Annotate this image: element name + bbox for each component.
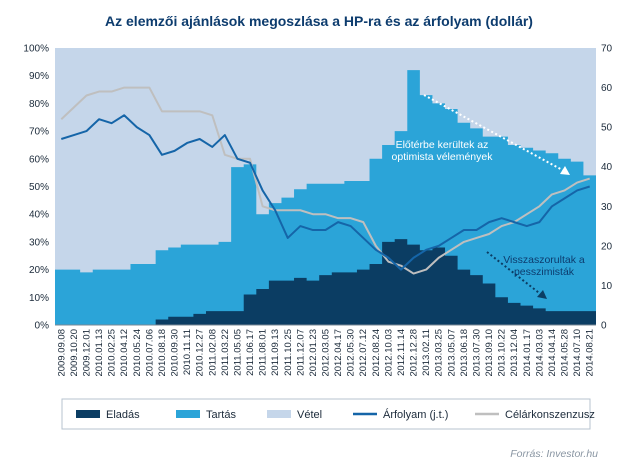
y-left-tick-label: 100% <box>23 44 49 55</box>
x-tick-label: 2012.07.12 <box>358 329 369 377</box>
x-tick-label: 2010.09.30 <box>170 329 181 377</box>
legend: Eladás Tartás Vétel Árfolyam (j.t.) Célárkon… <box>76 408 595 421</box>
annotation-pessimists-line1: Visszaszorultak a <box>503 254 585 266</box>
area-tartas <box>55 70 596 325</box>
y-left-tick-label: 30% <box>29 237 49 248</box>
y-right-tick-label: 40 <box>601 162 613 173</box>
x-tick-label: 2012.11.14 <box>396 329 407 376</box>
annotation-optimists-arrowhead <box>560 166 570 175</box>
y-left-tick-label: 80% <box>29 99 49 110</box>
area-eladas <box>55 239 596 325</box>
y-left-tick-label: 10% <box>29 293 49 304</box>
x-tick-label: 2010.08.18 <box>157 329 168 377</box>
x-tick-label: 2012.03.05 <box>321 329 332 377</box>
x-tick-label: 2010.01.13 <box>94 329 105 377</box>
x-tick-label: 2012.08.24 <box>371 329 382 377</box>
x-tick-label: 2011.09.13 <box>270 329 281 376</box>
x-tick-label: 2010.02.25 <box>107 329 118 377</box>
y-left-tick-label: 70% <box>29 127 49 138</box>
y-right-tick-label: 50 <box>601 123 613 134</box>
legend-label: Árfolyam (j.t.) <box>383 408 448 421</box>
line-celarkonszenzusz <box>60 86 591 275</box>
y-right-tick-label: 30 <box>601 202 613 213</box>
annotation-pessimists-arrow <box>486 251 544 297</box>
legend-label: Tartás <box>206 409 236 421</box>
x-tick-label: 2012.12.28 <box>409 329 420 377</box>
legend-box <box>61 398 591 430</box>
y-axis-left: 0% 10% 20% 30% 40% 50% 60% 70% 80% 90% 100% <box>23 44 49 332</box>
x-tick-label: 2013.05.07 <box>446 329 457 377</box>
y-left-tick-label: 40% <box>29 210 49 221</box>
y-right-tick-label: 70 <box>601 44 613 55</box>
x-tick-label: 2014.03.03 <box>534 329 545 377</box>
y-right-tick-label: 60 <box>601 83 613 94</box>
annotation-optimists-line1: Előtérbe kerültek az <box>396 139 489 151</box>
y-left-tick-label: 60% <box>29 154 49 165</box>
x-tick-label: 2011.02.08 <box>207 329 218 376</box>
y-left-tick-label: 0% <box>35 321 50 332</box>
x-tick-label: 2012.05.30 <box>346 329 357 377</box>
x-tick-label: 2013.09.10 <box>484 329 495 377</box>
annotation-optimists-line2: optimista vélemények <box>392 151 494 163</box>
x-tick-label: 2011.10.25 <box>283 329 294 376</box>
x-tick-label: 2010.04.12 <box>119 329 130 377</box>
x-tick-label: 2010.05.24 <box>132 329 143 377</box>
x-tick-label: 2011.08.01 <box>258 329 269 376</box>
legend-label: Eladás <box>106 409 140 421</box>
line-arfolyam <box>60 114 591 271</box>
x-tick-label: 2014.07.10 <box>572 329 583 377</box>
x-tick-label: 2013.07.30 <box>471 329 482 377</box>
y-right-tick-label: 20 <box>601 241 613 252</box>
y-axis-right: 0 10 20 30 40 50 60 70 <box>601 44 613 332</box>
x-tick-label: 2010.12.27 <box>195 329 206 377</box>
y-left-tick-label: 50% <box>29 182 49 193</box>
annotation-pessimists-arrowhead <box>537 290 547 299</box>
x-tick-label: 2013.03.25 <box>434 329 445 377</box>
x-tick-label: 2013.12.04 <box>509 329 520 377</box>
x-tick-label: 2013.10.22 <box>497 329 508 377</box>
x-tick-label: 2011.06.17 <box>245 329 256 376</box>
x-tick-label: 2012.10.03 <box>383 329 394 377</box>
legend-swatch <box>267 410 291 418</box>
x-tick-label: 2014.08.21 <box>585 329 596 377</box>
y-right-tick-label: 10 <box>601 281 613 292</box>
legend-swatch <box>176 410 200 418</box>
annotation-optimists: Előtérbe kerültek az optimista véleménye… <box>392 94 570 175</box>
legend-label: Vétel <box>297 409 322 421</box>
x-tick-label: 2013.06.18 <box>459 329 470 377</box>
x-tick-label: 2013.02.11 <box>421 329 432 376</box>
legend-label: Célárkonszenzusz <box>505 409 595 421</box>
x-tick-label: 2009.10.20 <box>69 329 80 377</box>
annotation-pessimists-line2: pesszimisták <box>514 266 575 278</box>
x-tick-label: 2010.07.06 <box>144 329 155 377</box>
x-tick-label: 2012.04.17 <box>333 329 344 377</box>
x-tick-label: 2014.04.14 <box>547 329 558 377</box>
x-tick-label: 2014.01.17 <box>522 329 533 377</box>
annotation-pessimists: Visszaszorultak a pesszimisták <box>486 251 585 299</box>
x-tick-label: 2010.11.11 <box>182 329 193 375</box>
plot-area <box>55 48 596 325</box>
x-tick-label: 2011.12.07 <box>295 329 306 376</box>
x-tick-label: 2014.05.28 <box>560 329 571 377</box>
source-note: Forrás: Investor.hu <box>510 448 598 460</box>
x-tick-label: 2011.05.05 <box>232 329 243 376</box>
x-tick-label: 2009.12.01 <box>81 329 92 377</box>
x-tick-label: 2009.09.08 <box>56 329 67 377</box>
line-series <box>60 86 591 275</box>
y-left-tick-label: 90% <box>29 71 49 82</box>
y-right-tick-label: 0 <box>601 321 607 332</box>
x-tick-label: 2012.01.23 <box>308 329 319 377</box>
y-left-tick-label: 20% <box>29 265 49 276</box>
chart-title: Az elemzői ajánlások megoszlása a HP-ra … <box>105 13 533 29</box>
x-tick-label: 2011.03.22 <box>220 329 231 376</box>
legend-swatch <box>76 410 100 418</box>
x-axis: 2009.09.08 2009.10.20 2009.12.01 2010.01.13… <box>56 329 595 377</box>
